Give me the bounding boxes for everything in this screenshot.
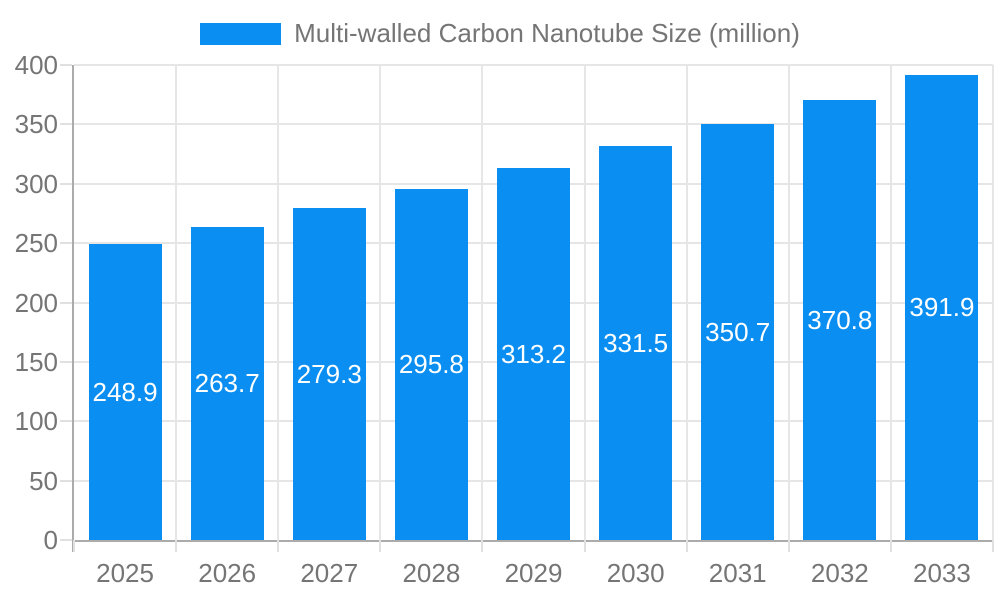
bar-value-label: 331.5 — [603, 328, 669, 359]
x-axis-tick-label: 2028 — [402, 558, 461, 588]
bar[interactable]: 391.9 — [905, 74, 979, 540]
gridline-vertical — [685, 65, 688, 540]
x-axis-tick — [379, 540, 382, 552]
x-axis-tick-label: 2025 — [96, 558, 154, 588]
y-axis-tick — [60, 360, 72, 363]
bar-value-label: 248.9 — [92, 377, 158, 408]
bar[interactable]: 313.2 — [497, 168, 570, 540]
y-axis-tick — [60, 301, 72, 304]
bar[interactable]: 248.9 — [88, 244, 162, 540]
x-axis-line — [72, 540, 993, 542]
y-axis-tick — [60, 182, 72, 185]
x-axis-tick-label: 2027 — [300, 558, 359, 588]
gridline-vertical — [481, 65, 484, 540]
y-axis-tick-label: 400 — [14, 50, 58, 80]
bar-value-label: 391.9 — [909, 292, 975, 323]
y-axis-tick-label: 150 — [14, 346, 58, 377]
x-axis-tick — [481, 540, 484, 552]
bar-value-label: 263.7 — [194, 368, 260, 399]
x-axis-tick — [175, 540, 178, 552]
bar[interactable]: 279.3 — [292, 208, 366, 540]
gridline-vertical — [175, 65, 178, 540]
y-axis-tick — [60, 539, 72, 541]
gridline-vertical — [787, 65, 790, 540]
x-axis-tick-label: 2026 — [198, 558, 257, 588]
y-axis-tick-label: 0 — [43, 525, 58, 555]
y-axis-tick-label: 50 — [29, 465, 58, 496]
x-axis-tick — [277, 540, 280, 552]
bar-value-label: 313.2 — [500, 339, 567, 370]
x-axis-tick-label: 2031 — [708, 558, 767, 588]
gridline-vertical — [583, 65, 586, 540]
bar[interactable]: 350.7 — [701, 123, 775, 540]
x-axis-tick — [992, 540, 994, 552]
y-axis-tick — [60, 64, 72, 66]
legend-item[interactable]: Multi-walled Carbon Nanotube Size (milli… — [200, 18, 800, 49]
gridline-vertical — [379, 65, 382, 540]
x-axis-tick — [583, 540, 586, 552]
bar-value-label: 350.7 — [705, 316, 771, 347]
bar-value-label: 370.8 — [807, 304, 873, 335]
legend-label: Multi-walled Carbon Nanotube Size (milli… — [294, 18, 800, 48]
x-axis-tick — [73, 540, 75, 552]
y-axis-line — [72, 65, 74, 552]
x-axis-tick-label: 2029 — [504, 558, 563, 588]
gridline-horizontal — [74, 123, 993, 126]
bar-value-label: 295.8 — [398, 349, 464, 380]
y-axis-tick-label: 200 — [14, 287, 58, 318]
y-axis-tick — [60, 123, 72, 126]
x-axis-tick-label: 2030 — [606, 558, 665, 588]
gridline-vertical — [992, 65, 994, 540]
x-axis-tick-label: 2033 — [913, 558, 971, 588]
bar-value-label: 279.3 — [296, 359, 362, 390]
y-axis-tick-label: 100 — [14, 406, 58, 437]
legend-swatch — [200, 22, 282, 45]
y-axis-tick — [60, 242, 72, 245]
bar[interactable]: 295.8 — [394, 188, 468, 540]
gridline-vertical — [277, 65, 280, 540]
x-axis-tick-label: 2032 — [810, 558, 869, 588]
gridline-horizontal — [74, 64, 993, 66]
chart-legend: Multi-walled Carbon Nanotube Size (milli… — [0, 18, 1000, 49]
bar[interactable]: 263.7 — [190, 226, 264, 540]
x-axis-tick — [787, 540, 790, 552]
y-axis-tick-label: 350 — [14, 109, 58, 140]
y-axis-tick — [60, 479, 72, 482]
x-axis-tick — [889, 540, 892, 552]
gridline-vertical — [889, 65, 892, 540]
y-axis-tick-label: 250 — [14, 228, 58, 259]
y-axis-tick — [60, 420, 72, 423]
bar[interactable]: 370.8 — [803, 99, 877, 540]
bar[interactable]: 331.5 — [599, 146, 673, 540]
x-axis-tick — [685, 540, 688, 552]
y-axis-tick-label: 300 — [14, 168, 58, 199]
